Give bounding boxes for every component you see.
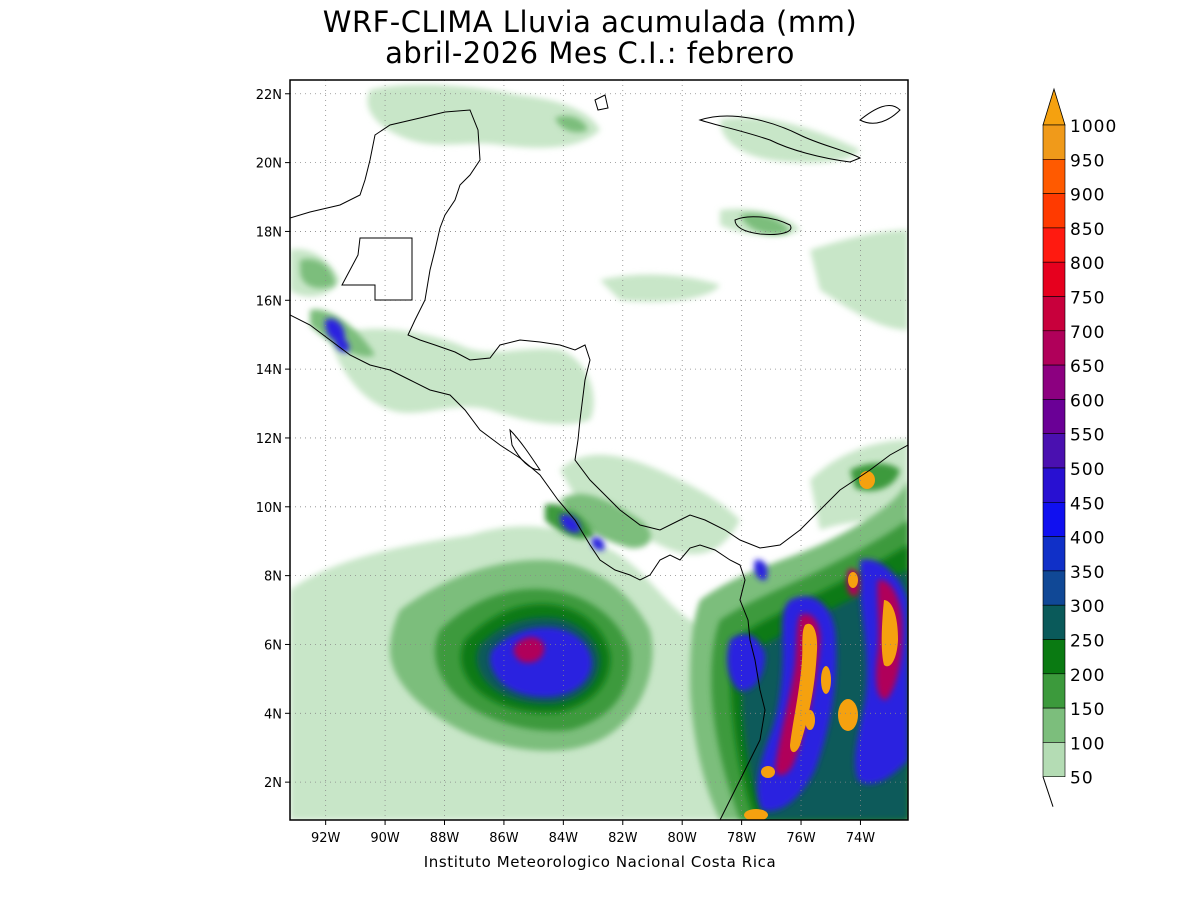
map-frame [289, 79, 909, 821]
colorbar-label: 150 [1070, 700, 1105, 720]
lat-tick-label: 4N [264, 707, 282, 722]
lat-tick-label: 20N [256, 157, 282, 172]
lon-tick-label: 82W [608, 831, 638, 846]
colorbar-label: 900 [1070, 186, 1105, 206]
colorbar-swatch [1042, 227, 1066, 263]
colorbar: 1000 950 900 850 800 750 700 650 600 550 500 450 400… [1042, 87, 1117, 807]
lon-tick-label: 92W [311, 831, 341, 846]
rainfall-field [290, 84, 908, 820]
lat-tick-label: 18N [256, 225, 282, 240]
colorbar-label: 600 [1070, 391, 1105, 411]
lon-tick-label: 90W [370, 831, 400, 846]
map-title-line1: WRF-CLIMA Lluvia acumulada (mm) [322, 5, 858, 39]
lat-tick-label: 14N [256, 363, 282, 378]
colorbar-swatch [1042, 742, 1066, 778]
colorbar-label: 750 [1070, 289, 1105, 309]
colorbar-swatch [1042, 364, 1066, 400]
colorbar-label: 500 [1070, 460, 1105, 480]
colorbar-label: 700 [1070, 323, 1105, 343]
colorbar-swatch [1042, 261, 1066, 297]
lon-tick-label: 86W [489, 831, 519, 846]
colorbar-label: 250 [1070, 632, 1105, 652]
colorbar-swatch [1042, 193, 1066, 229]
colorbar-swatch [1042, 433, 1066, 469]
lat-tick-label: 2N [264, 776, 282, 791]
lat-tick-label: 12N [256, 432, 282, 447]
colorbar-swatch [1042, 330, 1066, 366]
colorbar-under-marker [1042, 776, 1054, 807]
lon-tick-label: 74W [846, 831, 876, 846]
colorbar-label: 1000 [1070, 117, 1117, 137]
colorbar-swatch [1042, 124, 1066, 160]
lat-tick-label: 22N [256, 88, 282, 103]
colorbar-label: 800 [1070, 254, 1105, 274]
longitude-labels: 92W 90W 88W 86W 84W 82W 80W 78W 76W 74W [311, 820, 875, 846]
colorbar-swatch [1042, 707, 1066, 743]
colorbar-swatch [1042, 673, 1066, 709]
latitude-labels: 22N 20N 18N 16N 14N 12N 10N 8N 6N 4N 2N [256, 88, 290, 791]
lat-tick-label: 6N [264, 638, 282, 653]
colorbar-label: 450 [1070, 494, 1105, 514]
lon-tick-label: 84W [549, 831, 579, 846]
colorbar-swatch [1042, 159, 1066, 194]
colorbar-label: 50 [1070, 769, 1094, 789]
colorbar-swatch [1042, 501, 1066, 537]
lon-tick-label: 80W [667, 831, 697, 846]
map-title-line2: abril-2026 Mes C.I.: febrero [385, 36, 795, 70]
lon-tick-label: 78W [727, 831, 757, 846]
colorbar-label: 550 [1070, 426, 1105, 446]
colorbar-label: 400 [1070, 529, 1105, 549]
institution-credit: Instituto Meteorologico Nacional Costa R… [423, 853, 777, 871]
lat-tick-label: 10N [256, 501, 282, 516]
colorbar-swatch [1042, 604, 1066, 640]
colorbar-swatch [1042, 570, 1066, 606]
colorbar-swatch [1042, 399, 1066, 434]
colorbar-label: 300 [1070, 597, 1105, 617]
colorbar-label: 650 [1070, 357, 1105, 377]
colorbar-swatch [1042, 536, 1066, 572]
lon-tick-label: 88W [430, 831, 460, 846]
lat-tick-label: 16N [256, 294, 282, 309]
lat-tick-label: 8N [264, 570, 282, 585]
colorbar-label: 950 [1070, 151, 1105, 171]
colorbar-label: 200 [1070, 666, 1105, 686]
colorbar-label: 350 [1070, 563, 1105, 583]
colorbar-swatch [1042, 639, 1066, 675]
lon-tick-label: 76W [786, 831, 816, 846]
colorbar-swatch [1042, 467, 1066, 503]
colorbar-label: 850 [1070, 220, 1105, 240]
coastlines [290, 94, 908, 820]
colorbar-swatch [1042, 296, 1066, 332]
colorbar-label: 100 [1070, 734, 1105, 754]
map-gridlines [290, 80, 908, 820]
colorbar-over-arrow [1042, 87, 1066, 126]
